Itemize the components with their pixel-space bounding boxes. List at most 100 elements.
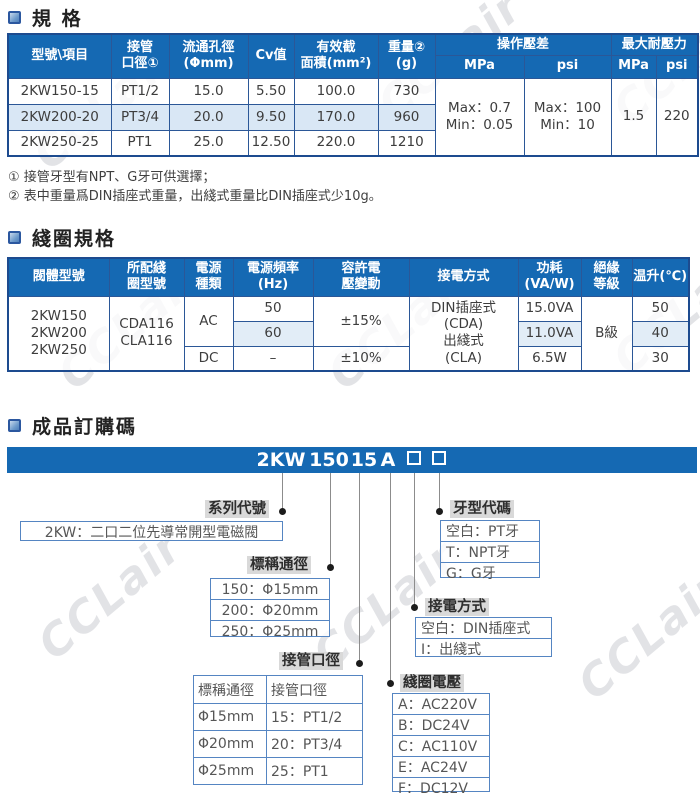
option-item: B：DC24V <box>393 714 489 735</box>
mini-header: 標稱通徑 <box>198 682 254 699</box>
option-item: F：DC12V <box>393 777 489 798</box>
section-title-text: 規 格 <box>32 8 83 30</box>
col-header: 接電方式 <box>408 257 519 297</box>
footnote-2: ② 表中重量爲DIN插座式重量，出綫式重量比DIN插座式少10g。 <box>8 189 382 204</box>
order-code-placeholder-box <box>432 451 446 465</box>
cell: PT3/4 <box>110 103 170 131</box>
cell-power-dc: DC <box>183 345 234 372</box>
cell: 100.0 <box>293 77 379 105</box>
order-code-segment-series: 2KW <box>256 449 306 471</box>
option-item: E：AC24V <box>393 756 489 777</box>
cell: 960 <box>377 103 436 131</box>
pipe-port-table: 標稱通徑 接管口徑 Φ15mm 15：PT1/2 Φ20mm 20：PT3/4 … <box>193 675 363 785</box>
cell-freq: – <box>232 345 314 372</box>
cell-power-ac: AC <box>183 295 234 347</box>
mini-cell: Φ20mm <box>194 730 266 757</box>
table-row: 2KW150 2KW200 2KW250 CDA116 CLA116 AC 50… <box>7 295 690 372</box>
section-coil-title: 綫圈規格 <box>8 224 116 251</box>
label-nominal-diameter: 標稱通徑 <box>247 556 311 574</box>
col-header: 容許電 壓變動 <box>312 257 410 297</box>
cell-model: 2KW200-20 <box>7 103 112 131</box>
order-code-bar <box>7 447 697 473</box>
series-code-box: 2KW：二口二位先導常開型電磁閥 <box>20 521 283 541</box>
cell: 9.50 <box>247 103 295 131</box>
label-pipe-port: 接管口徑 <box>279 652 343 670</box>
cell-model: 2KW150-15 <box>7 77 112 105</box>
table-row: 2KW250-25 PT1 25.0 12.50 220.0 1210 <box>7 129 698 157</box>
mini-cell: 25：PT1 <box>266 757 362 784</box>
col-header: 絕緣 等級 <box>580 257 633 297</box>
connection-type-box: 空白：DIN插座式 I：出綫式 <box>415 617 552 659</box>
connector-dot <box>387 680 394 687</box>
section-square-icon <box>8 231 21 244</box>
sub-header: MPa <box>610 54 657 79</box>
col-header: 電源頻率 (Hz) <box>232 257 314 297</box>
label-thread-type: 牙型代碼 <box>450 500 514 518</box>
cell-op-mpa: Max：0.7 Min：0.05 <box>434 77 525 157</box>
connector-line <box>414 473 415 607</box>
option-item: 150：Φ15mm <box>221 582 319 598</box>
connector-line <box>439 473 440 511</box>
option-item: 200：Φ20mm <box>211 599 329 620</box>
cell: 220.0 <box>293 129 379 157</box>
col-header: 重量② (g) <box>377 33 436 79</box>
label-series-code: 系列代號 <box>205 500 269 518</box>
mini-cell: 20：PT3/4 <box>266 730 362 757</box>
table-row: 2KW150-15 PT1/2 15.0 5.50 100.0 730 Max：… <box>7 77 699 157</box>
order-code-segment-port: 15 <box>350 449 378 471</box>
col-header: 接管 口徑① <box>110 33 170 79</box>
spec-table: 型號\項目 接管 口徑① 流通孔徑 (Φmm) Cv值 有效截 面積(mm²) … <box>7 33 700 157</box>
cell-connection: DIN插座式 (CDA) 出綫式 (CLA) <box>408 295 519 372</box>
option-item: A：AC220V <box>398 697 477 713</box>
cell: 1210 <box>377 129 436 157</box>
option-item: I：出綫式 <box>416 638 551 659</box>
table-row: 60 11.0VA 40 <box>8 320 690 347</box>
cell-max-mpa: 1.5 <box>610 77 657 157</box>
col-header-max-pressure: 最大耐壓力 <box>610 33 699 56</box>
table-row: DC – ±10% 6.5W 30 <box>8 345 690 372</box>
col-header: 電源 種類 <box>183 257 234 297</box>
cell-op-psi: Max：100 Min：10 <box>523 77 612 157</box>
connector-line <box>282 473 283 511</box>
connector-dot <box>279 508 286 515</box>
section-spec-title: 規 格 <box>8 4 83 31</box>
mini-cell: Φ15mm <box>194 703 266 730</box>
series-code-item: 2KW：二口二位先導常開型電磁閥 <box>44 525 259 541</box>
cell: 12.50 <box>247 129 295 157</box>
col-header: 有效截 面積(mm²) <box>293 33 379 79</box>
cell-freq: 60 <box>232 320 314 347</box>
cell: 25.0 <box>168 129 249 157</box>
cell-temp-rise: 50 <box>631 295 690 322</box>
cell-temp-rise: 30 <box>631 345 690 372</box>
connector-dot <box>411 604 418 611</box>
connector-line <box>359 473 360 663</box>
label-coil-voltage: 綫圈電壓 <box>400 674 464 692</box>
sub-header: psi <box>523 54 612 79</box>
col-header: 型號\項目 <box>7 33 112 79</box>
cell-insulation: B級 <box>580 295 633 372</box>
connector-dot <box>356 660 363 667</box>
sub-header: MPa <box>434 54 525 79</box>
section-square-icon <box>8 419 21 432</box>
order-code-segment-diameter: 150 <box>309 449 349 471</box>
label-connection-type: 接電方式 <box>425 598 489 616</box>
option-item: C：AC110V <box>393 735 489 756</box>
watermark: CCLair <box>568 560 700 711</box>
cell-consumption: 15.0VA <box>517 295 582 322</box>
col-header: 流通孔徑 (Φmm) <box>168 33 249 79</box>
cell-max-psi: 220 <box>655 77 699 157</box>
mini-cell: 15：PT1/2 <box>266 703 362 730</box>
cell-coil-models: CDA116 CLA116 <box>108 295 185 372</box>
coil-voltage-box: A：AC220V B：DC24V C：AC110V E：AC24V F：DC12… <box>392 693 490 797</box>
footnote-1: ① 接管牙型有NPT、G牙可供選擇； <box>8 170 216 185</box>
col-header: 温升(℃) <box>631 257 690 297</box>
connector-dot <box>327 564 334 571</box>
option-item: G：G牙 <box>441 562 539 583</box>
connector-dot <box>436 508 443 515</box>
thread-type-box: 空白：PT牙 T：NPT牙 G：G牙 <box>440 520 540 582</box>
mini-header: 接管口徑 <box>266 676 362 703</box>
option-item: 空白：PT牙 <box>446 524 519 540</box>
connector-line <box>330 473 331 567</box>
option-item: 空白：DIN插座式 <box>421 621 531 637</box>
